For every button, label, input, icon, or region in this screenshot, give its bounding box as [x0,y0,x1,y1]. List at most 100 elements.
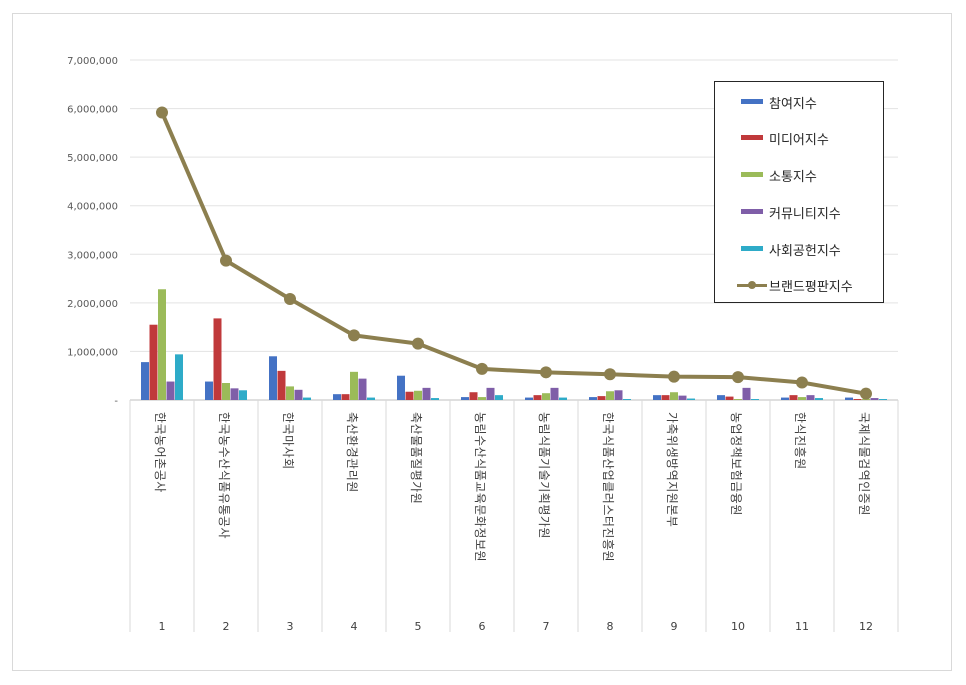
bar [495,395,503,400]
bar [141,362,149,400]
category-label: 농림수산식품교육문화정보원 [473,412,487,562]
line-point [348,329,360,342]
bar [286,386,294,400]
bar [687,398,695,400]
line-point [540,366,552,379]
bar [623,399,631,400]
bar [734,399,742,400]
category-label: 농림식품기술기획평가원 [537,412,551,539]
category-index-label: 2 [223,620,230,633]
bar [789,395,798,400]
bar [550,387,559,400]
bar [870,398,879,400]
y-tick-label: - [114,396,118,407]
bar [422,387,431,400]
category-index-label: 10 [731,620,745,633]
bar [742,387,751,400]
bar [853,399,862,400]
category-index-label: 6 [479,620,486,633]
bar [166,381,175,400]
bar [542,393,550,400]
legend-swatch [741,172,763,177]
bar [806,395,815,400]
bar [230,388,239,400]
category-index-label: 4 [351,620,358,633]
line-point [476,362,488,375]
bar [414,390,422,400]
legend: 참여지수 미디어지수 소통지수 커뮤니티지수 사회공헌지수 브랜드평판지수 [714,81,884,303]
bar [350,371,358,400]
bar [358,378,367,400]
legend-swatch [741,209,763,214]
y-tick-label: 3,000,000 [67,250,118,261]
bar [367,397,375,400]
bar [678,395,687,400]
line-point [156,106,168,119]
legend-swatch [741,246,763,251]
bar [879,399,887,400]
legend-label: 브랜드평판지수 [769,280,853,295]
legend-label: 사회공헌지수 [769,244,841,259]
category-label: 축산환경관리원 [345,412,359,493]
legend-marker-swatch [748,281,756,289]
y-tick-label: 7,000,000 [67,56,118,67]
legend-item-brand-reputation: 브랜드평판지수 [715,275,883,295]
bar [303,397,311,400]
bar [205,381,213,400]
legend-item-community: 커뮤니티지수 [715,202,883,222]
bar [333,394,341,400]
y-tick-label: 2,000,000 [67,299,118,310]
category-label: 한국마사회 [281,412,295,470]
bar [533,395,542,400]
y-tick-label: 5,000,000 [67,153,118,164]
bar [845,397,853,400]
y-tick-label: 1,000,000 [67,347,118,358]
category-label: 농업정책보험금융원 [729,412,744,516]
category-index-label: 3 [287,620,294,633]
bar [597,396,606,400]
bar [725,396,734,400]
bar [589,397,597,400]
line-point [668,370,680,383]
category-index-label: 12 [859,620,873,633]
bar [559,397,567,400]
category-dividers [129,400,899,632]
bar [614,390,623,400]
bar [213,318,222,400]
bar [405,391,414,400]
series-line [160,111,867,396]
category-index-label: 8 [607,620,614,633]
bar [149,324,158,400]
bar [239,390,247,400]
bar [431,398,439,400]
category-label: 한국농어촌공사 [153,412,167,493]
legend-label: 미디어지수 [769,133,829,148]
category-label: 국제식물검역인증원 [857,412,871,516]
category-labels: 한국농어촌공사 한국농수산식품유통공사 한국마사회 축산환경관리원 축산물품질평가원 농림… [153,412,871,562]
legend-swatch [741,135,763,140]
line-point [412,337,424,350]
legend-label: 소통지수 [769,170,817,185]
legend-label: 참여지수 [769,97,817,112]
bar [486,387,495,400]
y-tick-label: 6,000,000 [67,105,118,116]
bar [781,397,789,400]
line-point [604,368,616,381]
bar [798,397,806,400]
bar [717,395,725,400]
category-index-label: 7 [543,620,550,633]
bar [653,395,661,400]
bar [158,289,166,400]
bar [478,397,486,400]
bar [661,395,670,400]
legend-item-communication: 소통지수 [715,165,883,185]
bar [222,383,230,400]
bar [751,399,759,400]
bar [341,394,350,400]
y-tick-label: 4,000,000 [67,202,118,213]
category-label: 축산물품질평가원 [409,412,423,504]
bar [277,370,286,400]
category-label: 한국식품산업클러스터진흥원 [601,412,615,562]
bar [525,397,533,400]
legend-item-media: 미디어지수 [715,128,883,148]
